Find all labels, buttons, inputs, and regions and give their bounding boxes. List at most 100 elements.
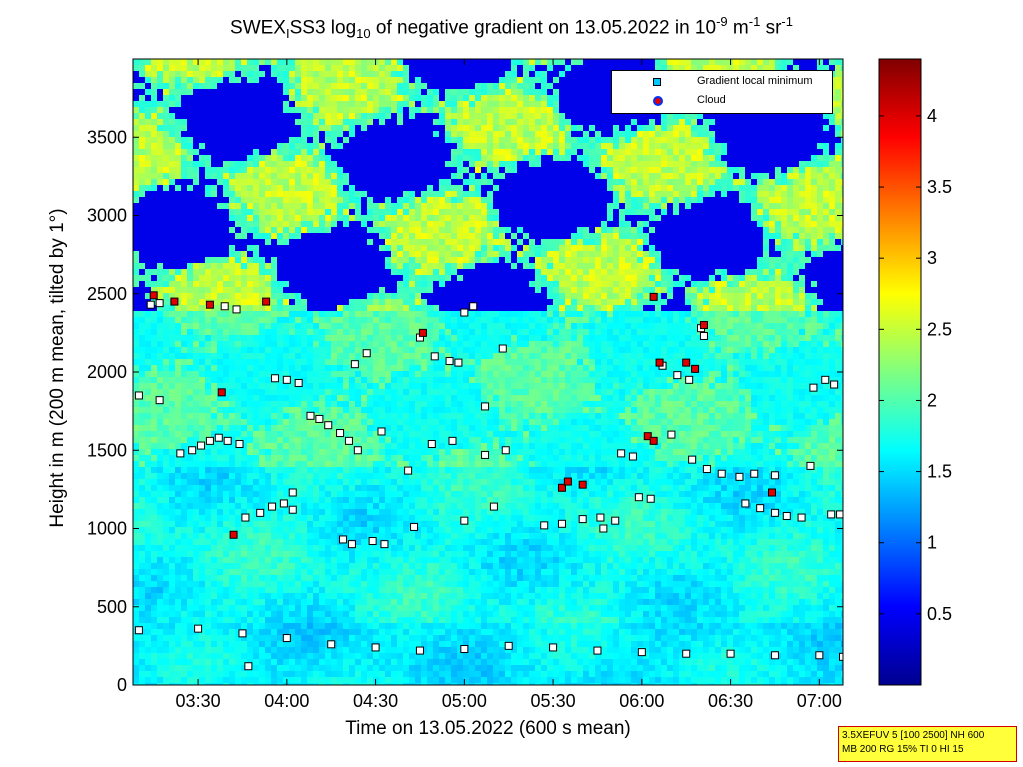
heatmap-cell bbox=[697, 269, 703, 275]
heatmap-cell bbox=[505, 59, 511, 65]
heatmap-cell bbox=[769, 221, 775, 227]
heatmap-cell bbox=[409, 251, 415, 257]
heatmap-cell bbox=[613, 185, 619, 191]
heatmap-cell bbox=[661, 275, 667, 281]
heatmap-cell bbox=[487, 203, 493, 209]
heatmap-cell bbox=[787, 305, 793, 311]
heatmap-cell bbox=[547, 89, 553, 95]
heatmap-cell bbox=[289, 221, 295, 227]
heatmap-cell bbox=[631, 173, 637, 179]
heatmap-cell bbox=[391, 305, 397, 311]
heatmap-cell bbox=[493, 125, 499, 131]
heatmap-cell bbox=[313, 65, 319, 71]
heatmap-cell bbox=[403, 191, 409, 197]
heatmap-cell bbox=[181, 89, 187, 95]
heatmap-cell bbox=[367, 293, 373, 299]
heatmap-cell bbox=[559, 179, 565, 185]
heatmap-cell bbox=[355, 203, 361, 209]
heatmap-cell bbox=[721, 179, 727, 185]
heatmap-cell bbox=[727, 155, 733, 161]
heatmap-cell bbox=[739, 263, 745, 269]
heatmap-cell bbox=[343, 197, 349, 203]
heatmap-cell bbox=[271, 281, 277, 287]
heatmap-cell bbox=[217, 281, 223, 287]
heatmap-cell bbox=[271, 233, 277, 239]
heatmap-cell bbox=[835, 239, 841, 245]
heatmap-cell bbox=[445, 143, 451, 149]
heatmap-cell bbox=[193, 221, 199, 227]
heatmap-cell bbox=[379, 293, 385, 299]
heatmap-cell bbox=[637, 305, 643, 311]
heatmap-cell bbox=[271, 125, 277, 131]
heatmap-cell bbox=[337, 233, 343, 239]
heatmap-cell bbox=[727, 209, 733, 215]
heatmap-cell bbox=[319, 209, 325, 215]
heatmap-cell bbox=[343, 155, 349, 161]
heatmap-cell bbox=[475, 215, 481, 221]
heatmap-cell bbox=[751, 65, 757, 71]
heatmap-cell bbox=[421, 131, 427, 137]
heatmap-cell bbox=[547, 263, 553, 269]
heatmap-cell bbox=[541, 191, 547, 197]
heatmap-cell bbox=[625, 131, 631, 137]
heatmap-cell bbox=[139, 161, 145, 167]
heatmap-cell bbox=[361, 293, 367, 299]
heatmap-field bbox=[133, 59, 843, 685]
heatmap-cell bbox=[553, 65, 559, 71]
heatmap-cell bbox=[577, 263, 583, 269]
heatmap-cell bbox=[313, 149, 319, 155]
heatmap-cell bbox=[313, 287, 319, 293]
heatmap-cell bbox=[523, 221, 529, 227]
heatmap-cell bbox=[673, 215, 679, 221]
heatmap-cell bbox=[751, 143, 757, 149]
heatmap-cell bbox=[295, 161, 301, 167]
heatmap-cell bbox=[631, 155, 637, 161]
heatmap-cell bbox=[661, 143, 667, 149]
heatmap-cell bbox=[469, 191, 475, 197]
heatmap-cell bbox=[295, 155, 301, 161]
heatmap-cell bbox=[229, 281, 235, 287]
heatmap-cell bbox=[439, 149, 445, 155]
heatmap-cell bbox=[625, 305, 631, 311]
heatmap-cell bbox=[529, 185, 535, 191]
heatmap-cell bbox=[715, 113, 721, 119]
heatmap-cell bbox=[757, 131, 763, 137]
heatmap-cell bbox=[643, 257, 649, 263]
heatmap-cell bbox=[349, 83, 355, 89]
heatmap-cell bbox=[667, 125, 673, 131]
heatmap-cell bbox=[619, 215, 625, 221]
heatmap-cell bbox=[697, 203, 703, 209]
heatmap-cell bbox=[607, 101, 613, 107]
heatmap-cell bbox=[289, 71, 295, 77]
heatmap-cell bbox=[427, 125, 433, 131]
heatmap-cell bbox=[541, 155, 547, 161]
heatmap-cell bbox=[511, 299, 517, 305]
heatmap-cell bbox=[199, 113, 205, 119]
heatmap-cell bbox=[175, 119, 181, 125]
heatmap-cell bbox=[775, 245, 781, 251]
heatmap-cell bbox=[739, 275, 745, 281]
heatmap-cell bbox=[571, 149, 577, 155]
heatmap-cell bbox=[673, 119, 679, 125]
heatmap-cell bbox=[829, 185, 835, 191]
heatmap-cell bbox=[439, 161, 445, 167]
heatmap-cell bbox=[577, 167, 583, 173]
heatmap-cell bbox=[559, 125, 565, 131]
heatmap-cell bbox=[397, 263, 403, 269]
heatmap-cell bbox=[589, 131, 595, 137]
heatmap-cell bbox=[523, 107, 529, 113]
heatmap-cell bbox=[181, 137, 187, 143]
heatmap-cell bbox=[751, 149, 757, 155]
heatmap-cell bbox=[421, 209, 427, 215]
heatmap-cell bbox=[241, 149, 247, 155]
heatmap-cell bbox=[319, 119, 325, 125]
heatmap-cell bbox=[529, 299, 535, 305]
heatmap-cell bbox=[553, 167, 559, 173]
heatmap-cell bbox=[277, 245, 283, 251]
heatmap-cell bbox=[181, 209, 187, 215]
heatmap-cell bbox=[637, 149, 643, 155]
heatmap-cell bbox=[409, 215, 415, 221]
heatmap-cell bbox=[331, 113, 337, 119]
heatmap-cell bbox=[721, 131, 727, 137]
heatmap-cell bbox=[523, 197, 529, 203]
